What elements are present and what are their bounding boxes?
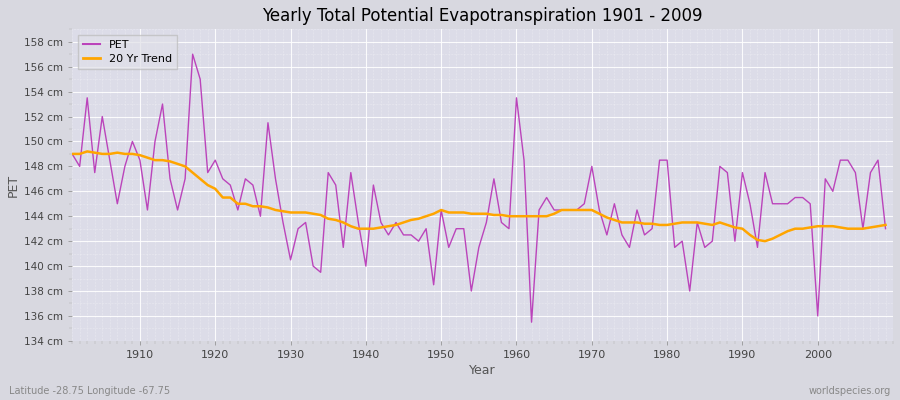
Legend: PET, 20 Yr Trend: PET, 20 Yr Trend <box>77 35 177 69</box>
X-axis label: Year: Year <box>469 364 496 377</box>
Y-axis label: PET: PET <box>7 174 20 197</box>
Text: Latitude -28.75 Longitude -67.75: Latitude -28.75 Longitude -67.75 <box>9 386 170 396</box>
Text: worldspecies.org: worldspecies.org <box>809 386 891 396</box>
Title: Yearly Total Potential Evapotranspiration 1901 - 2009: Yearly Total Potential Evapotranspiratio… <box>262 7 703 25</box>
